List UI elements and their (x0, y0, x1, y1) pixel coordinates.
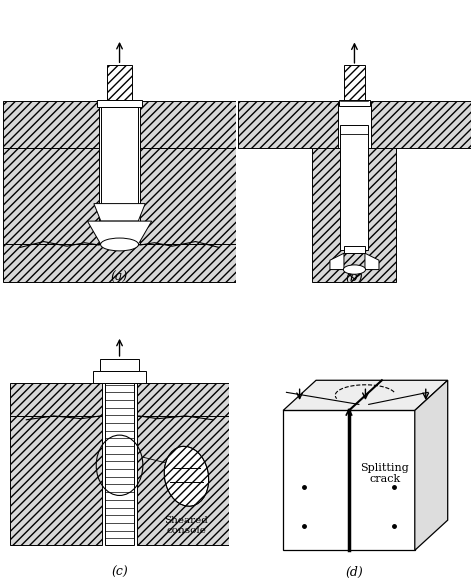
Bar (339, 100, 370, 106)
Polygon shape (283, 380, 448, 410)
Bar (93, 371, 146, 383)
Ellipse shape (343, 265, 365, 274)
Polygon shape (415, 380, 448, 550)
Bar (97, 100, 142, 107)
Ellipse shape (164, 447, 209, 506)
Text: (a): (a) (111, 271, 128, 284)
Bar (100, 359, 139, 371)
Bar (10, 416, 102, 545)
Polygon shape (365, 253, 379, 270)
Text: (b): (b) (346, 271, 364, 284)
Text: Splitting
crack: Splitting crack (360, 463, 409, 484)
Bar (140, 148, 237, 244)
Bar (137, 383, 229, 416)
Polygon shape (87, 221, 152, 244)
Bar (105, 383, 134, 545)
Polygon shape (283, 410, 415, 550)
Bar (312, 148, 396, 282)
Text: Sheared
console: Sheared console (164, 516, 209, 535)
Bar (10, 383, 102, 416)
Text: (d): (d) (346, 566, 364, 579)
Bar (371, 101, 471, 148)
Bar (101, 101, 138, 203)
Ellipse shape (100, 238, 138, 251)
Bar (140, 101, 237, 148)
Bar (107, 64, 132, 100)
Bar (344, 246, 365, 253)
Bar (3, 148, 99, 244)
Bar (3, 101, 99, 148)
Text: (c): (c) (111, 566, 128, 579)
Bar (3, 244, 237, 282)
Polygon shape (94, 203, 145, 221)
Bar (137, 416, 229, 545)
Bar (340, 125, 368, 250)
Bar (344, 65, 365, 101)
Polygon shape (330, 253, 344, 270)
Bar (237, 101, 338, 148)
